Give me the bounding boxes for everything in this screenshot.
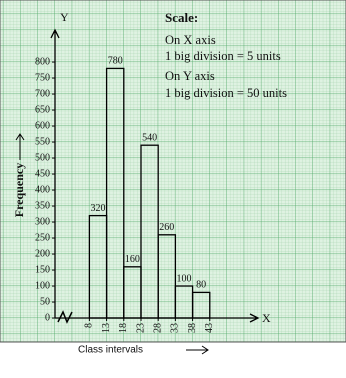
value-label: 320: [90, 203, 105, 214]
value-label: 780: [108, 56, 123, 67]
value-label: 260: [159, 222, 174, 233]
y-tick-label: 550: [35, 136, 50, 147]
y-tick-label: 450: [35, 168, 50, 179]
x-tick-label: 18: [118, 323, 129, 333]
y-tick-label: 750: [35, 72, 50, 83]
y-tick-label: 800: [35, 56, 50, 67]
value-label: 540: [142, 132, 157, 143]
y-axis-letter: Y: [60, 10, 69, 24]
plot: 0 50 100 150 200 250 300 350 400 450 500 550 600 650 7…: [35, 56, 215, 333]
y-tick-label: 400: [35, 184, 50, 195]
scale-note: 1 big division = 5 units: [165, 49, 281, 63]
x-tick-label: 23: [135, 323, 146, 333]
x-tick-label: 8: [84, 323, 95, 328]
y-tick-label: 100: [35, 280, 50, 291]
graph-grid: [0, 0, 346, 343]
y-tick-label: 350: [35, 200, 50, 211]
y-tick-label: 0: [45, 312, 50, 323]
x-tick-label: 38: [187, 323, 198, 333]
y-tick-label: 250: [35, 232, 50, 243]
x-tick-label: 28: [152, 323, 163, 333]
value-label: 160: [125, 254, 140, 265]
y-tick-label: 150: [35, 264, 50, 275]
x-tick-label: 43: [204, 323, 215, 333]
y-tick-label: 650: [35, 104, 50, 115]
y-label-arrow: [15, 133, 25, 160]
y-tick-label: 200: [35, 248, 50, 259]
scale-note: On Y axis: [165, 69, 215, 83]
y-tick-label: 700: [35, 88, 50, 99]
value-label: 100: [176, 273, 191, 284]
scale-title: Scale:: [165, 10, 198, 25]
y-tick-label: 500: [35, 152, 50, 163]
x-axis: [55, 313, 260, 323]
x-tick-label: 33: [170, 323, 181, 333]
axis-break: [57, 310, 73, 324]
x-axis-letter: X: [262, 311, 271, 325]
x-tick-label: 13: [101, 323, 112, 333]
scale-note: On X axis: [165, 33, 216, 47]
y-axis-label: Frequency: [12, 163, 26, 217]
y-axis: [50, 28, 60, 318]
y-tick-label: 600: [35, 120, 50, 131]
x-label-arrow: [186, 345, 209, 355]
y-tick-label: 50: [40, 296, 50, 307]
scale-note: 1 big division = 50 units: [165, 86, 287, 100]
value-label: 80: [196, 280, 206, 291]
y-tick-label: 300: [35, 216, 50, 227]
x-axis-label: Class intervals: [78, 345, 143, 356]
